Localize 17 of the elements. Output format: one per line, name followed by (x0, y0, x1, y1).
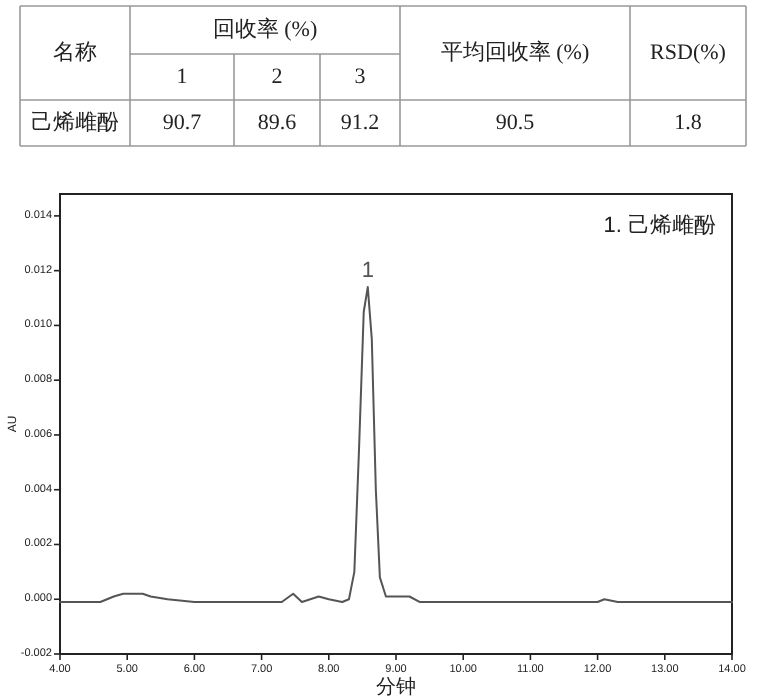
text: 平均回收率 (%) (440, 39, 590, 65)
text: 90.5 (495, 111, 536, 135)
text: 己烯雌酚 (31, 109, 119, 135)
text: 名称 (53, 41, 97, 65)
text: 91.2 (340, 111, 380, 135)
text: 3 (354, 65, 367, 89)
text: 2 (271, 65, 283, 89)
text: 1 (176, 65, 188, 89)
text: RSD(%) (650, 41, 727, 65)
annotation: 1 (361, 259, 374, 284)
text: 90.7 (162, 111, 203, 135)
line-series (59, 286, 733, 603)
text: 回收率 (%) (212, 16, 318, 42)
text: 1.8 (674, 111, 703, 135)
text: 89.6 (257, 111, 298, 135)
annotation: 1. 己烯雌酚 (603, 212, 716, 238)
x-axis-title: 分钟 (376, 675, 416, 696)
